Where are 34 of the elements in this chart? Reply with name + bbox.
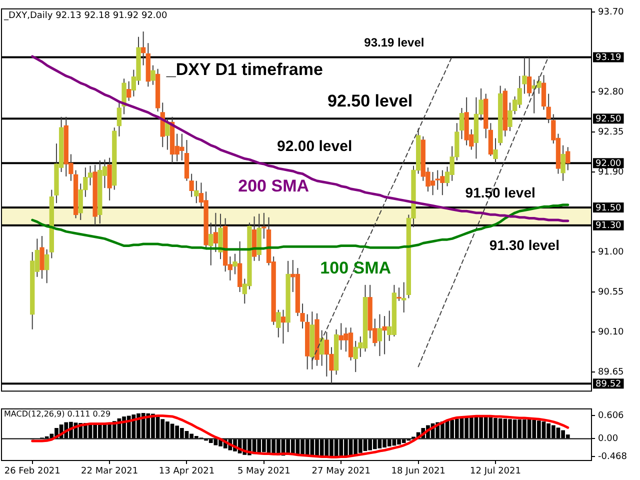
y-tick-label: 91.90 (598, 167, 624, 178)
x-tick-label: 12 Jul 2021 (470, 466, 521, 477)
x-tick-label: 18 Jun 2021 (391, 466, 446, 477)
ref-line-label: 93.19 (596, 53, 622, 64)
text: _DXY D1 timeframe (165, 60, 323, 79)
ref-line-label: 92.00 (596, 158, 622, 169)
ref-line-label: 89.52 (596, 379, 622, 390)
x-tick-label: 5 May 2021 (237, 466, 290, 477)
y-tick-label: 0.00 (598, 434, 618, 444)
y-tick-label: -0.468 (598, 452, 628, 462)
chart-subtitle: _DXY,Daily 92.13 92.18 91.92 92.00 (3, 11, 168, 22)
x-tick-label: 26 Feb 2021 (4, 466, 60, 477)
y-tick-label: 89.65 (598, 367, 624, 378)
series-label: 100 SMA (320, 258, 392, 278)
annotation: 92.00 level (277, 138, 352, 156)
ref-line-label: 92.50 (596, 114, 622, 124)
y-tick-label: 92.35 (598, 127, 624, 138)
x-tick-label: 27 May 2021 (312, 466, 370, 477)
y-tick-label: 93.70 (598, 7, 624, 18)
y-tick-label: 0.606 (598, 410, 624, 421)
x-tick-label: 22 Mar 2021 (81, 466, 138, 477)
annotation: 93.19 level (364, 36, 424, 50)
series-label: 200 SMA (238, 176, 310, 196)
annotation: 91.50 level (465, 184, 536, 200)
annotation: 92.50 level (328, 91, 413, 110)
x-tick-label: 13 Apr 2021 (158, 466, 215, 477)
ref-line-label: 91.30 (596, 221, 622, 232)
y-tick-label: 91.00 (598, 247, 624, 258)
ref-line-label: 91.50 (596, 203, 622, 214)
y-tick-label: 92.80 (598, 87, 624, 98)
annotation: 91.30 level (489, 237, 560, 254)
y-tick-label: 90.10 (598, 327, 624, 338)
chart-title: MACD(12,26,9) 0.111 0.29 (4, 409, 111, 418)
y-tick-label: 90.55 (598, 287, 624, 298)
